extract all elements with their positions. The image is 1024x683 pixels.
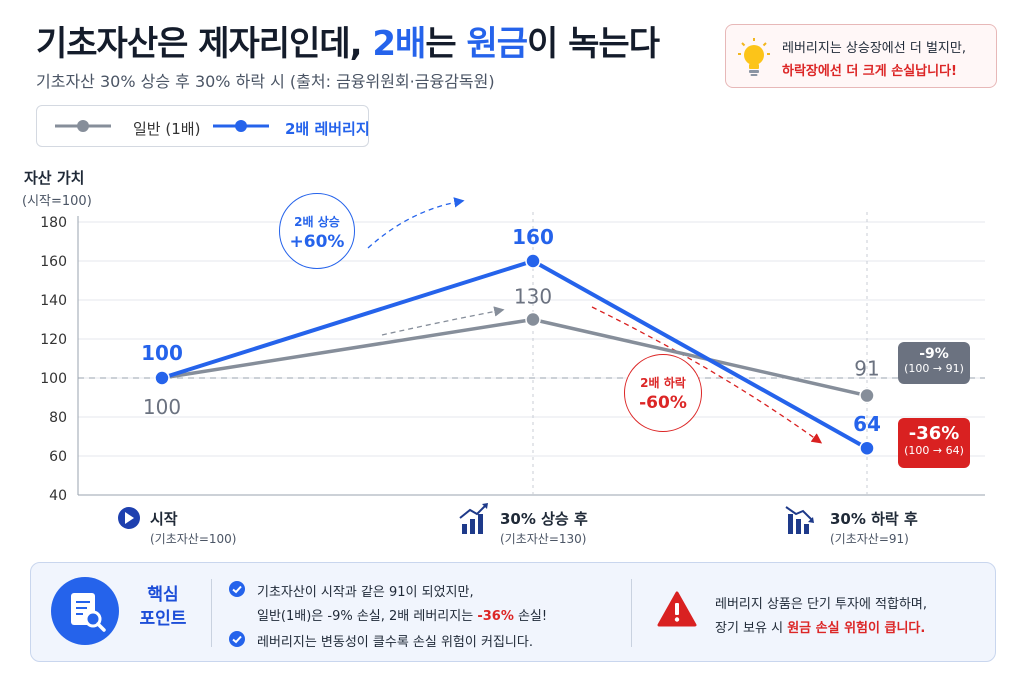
normal-up-arrow [381,306,505,336]
point-1-line-1: 기초자산이 시작과 같은 91이 되었지만, [257,585,474,600]
normal-data-label: 100 [143,395,181,419]
y-tick-label: 140 [40,293,67,309]
leverage-down-bubble: 2배 하락 -60% [624,354,702,432]
x-category-start-sub: (기초자산=100) [150,532,237,546]
chart-legend: 일반 (1배) 2배 레버리지 [36,105,370,147]
down-bubble-label: 2배 하락 [640,376,686,390]
x-category-up-sub: (기초자산=130) [500,532,587,546]
point-1-text-b: -36% [477,609,514,624]
warning-icon [657,591,697,627]
y-tick-label: 160 [40,254,67,270]
key-points-title-1: 핵심 [147,585,179,605]
tip-line-2: 하락장에선 더 크게 손실납니다! [782,64,957,79]
up-bubble-value: +60% [289,232,345,252]
point-1-text-c: 손실! [513,609,548,624]
y-tick-label: 40 [49,488,67,504]
document-search-icon [51,577,119,645]
y-axis-subtitle: (시작=100) [22,194,92,209]
normal-data-point [859,387,875,404]
title-text-3: 는 [425,24,467,64]
leverage-data-point [154,370,170,386]
legend-normal-marker [55,120,111,132]
page-title: 기초자산은 제자리인데, 2배는 원금이 녹는다 [36,16,660,65]
chart-down-icon [785,506,814,534]
normal-series-line [161,317,868,398]
warning-line-1: 레버리지 상품은 단기 투자에 적합하며, [715,597,928,612]
up-trend-arrow [367,197,465,249]
key-points-title: 핵심 포인트 [129,583,197,631]
leverage-data-point [859,440,875,456]
x-category-down: 30% 하락 후 [830,510,918,528]
leverage-result-value: -36% [908,423,960,444]
down-trend-arrow [591,306,823,444]
x-category-down-sub: (기초자산=91) [830,532,909,546]
y-tick-label: 120 [40,332,67,348]
warning-text-b: 원금 손실 위험이 큽니다. [787,621,926,636]
normal-data-point [525,311,541,328]
lightbulb-icon [738,38,770,76]
y-tick-label: 80 [49,410,67,426]
normal-result-sub: (100 → 91) [904,362,964,375]
title-text-5: 이 녹는다 [527,24,660,64]
point-1-line-2: 일반(1배)은 -9% 손실, 2배 레버리지는 -36% 손실! [257,605,547,624]
key-points-title-2: 포인트 [139,609,187,629]
tip-line-1: 레버리지는 상승장에선 더 벌지만, [782,41,966,56]
y-tick-label: 180 [40,215,67,231]
y-tick-label: 100 [40,371,67,387]
legend-normal-label: 일반 (1배) [133,120,201,138]
leverage-result-badge: -36% (100 → 64) [898,418,970,468]
title-text-4: 원금 [466,24,528,64]
y-tick-label: 60 [49,449,67,465]
up-bubble-label: 2배 상승 [294,215,340,229]
leverage-data-label: 100 [141,341,183,365]
tip-box: 레버리지는 상승장에선 더 벌지만, 하락장에선 더 크게 손실납니다! [725,24,997,88]
panel-divider-1 [211,579,212,647]
legend-leverage-marker [213,120,269,132]
play-icon [118,507,140,529]
warning-text-a: 장기 보유 시 [715,621,788,636]
leverage-data-label: 160 [512,225,554,249]
leverage-result-sub: (100 → 64) [904,444,964,457]
x-category-up: 30% 상승 후 [500,510,588,528]
normal-result-badge: -9% (100 → 91) [898,342,970,384]
key-points-panel: 핵심 포인트 기초자산이 시작과 같은 91이 되었지만, 일반(1배)은 -9… [30,562,996,662]
normal-data-label: 130 [514,285,552,309]
x-category-start: 시작 [150,510,178,528]
normal-result-value: -9% [919,346,949,362]
legend-leverage-label: 2배 레버리지 [285,120,370,138]
chart-up-icon [459,503,488,534]
page-subtitle: 기초자산 30% 상승 후 30% 하락 시 (출처: 금융위원회·금융감독원) [36,72,495,91]
point-2: 레버리지는 변동성이 클수록 손실 위험이 커집니다. [257,635,533,650]
leverage-up-bubble: 2배 상승 +60% [279,193,355,269]
point-1-text-a: 일반(1배)은 -9% 손실, 2배 레버리지는 [257,609,478,624]
check-icon [229,581,245,597]
leverage-data-point [525,253,541,269]
title-text-1: 기초자산은 제자리인데, [36,24,373,64]
normal-data-label: 91 [854,357,879,381]
check-icon [229,631,245,647]
panel-divider-2 [631,579,632,647]
y-axis-title: 자산 가치 [24,169,85,187]
title-text-2: 2배 [372,24,426,64]
down-bubble-value: -60% [639,393,687,413]
warning-line-2: 장기 보유 시 원금 손실 위험이 큽니다. [715,617,925,636]
leverage-data-label: 64 [853,412,881,436]
